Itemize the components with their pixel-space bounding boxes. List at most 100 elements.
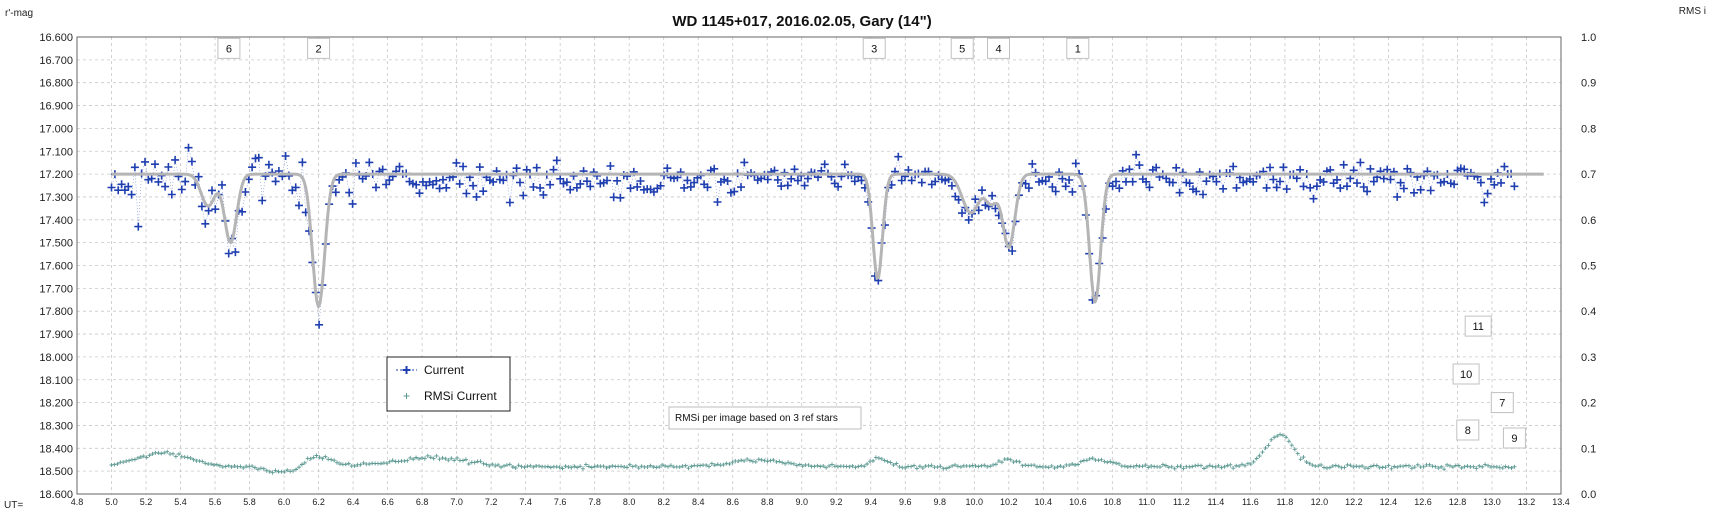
current-point [452,158,461,167]
rmsi-point [1158,465,1162,469]
rmsi-point [1207,463,1212,468]
rmsi-point [138,455,143,459]
current-point [298,158,307,167]
current-point [1440,177,1449,186]
rmsi-point [1061,465,1066,470]
rmsi-point [882,458,887,463]
current-point [1115,184,1124,193]
current-point [499,176,508,185]
rmsi-point [739,458,744,463]
current-point [1399,184,1408,193]
rmsi-point [830,462,834,467]
rmsi-point [291,468,296,473]
current-point [351,159,360,167]
x-tick-label: 6.6 [381,497,394,507]
rmsi-point [156,450,161,455]
current-point [1061,182,1070,191]
y-tick-label-right: 0.2 [1581,398,1596,410]
rmsi-point [270,470,275,475]
current-point [1135,161,1144,170]
current-point [459,162,468,171]
rmsi-point [299,462,304,467]
rmsi-point [203,461,208,466]
rmsi-point [657,465,662,469]
rmsi-point [1275,434,1280,439]
rmsi-point [709,461,714,466]
rmsi-point [443,456,448,461]
current-point [787,174,796,183]
rmsi-point [346,461,351,466]
rmsi-point [627,462,632,467]
x-tick-label: 6.4 [347,497,360,507]
rmsi-point [1140,464,1145,469]
rmsi-point [1172,466,1177,471]
rmsi-point [1304,460,1309,464]
rmsi-point [1231,466,1236,471]
current-point [1326,165,1335,174]
rmsi-point [1049,463,1054,468]
rmsi-point [264,468,269,473]
current-point [1041,177,1050,186]
current-point [271,177,280,186]
rmsi-point [466,462,471,466]
current-point [114,186,123,195]
rmsi-point [1284,435,1288,440]
current-point [894,152,903,161]
rmsi-point [862,464,867,469]
rmsi-point [563,464,568,469]
rmsi-point [1108,459,1113,464]
current-point [1272,183,1281,192]
current-point [1292,174,1301,183]
rmsi-point [648,463,653,468]
rmsi-point [408,455,413,460]
rmsi-point [566,465,571,469]
x-tick-label: 7.6 [554,497,567,507]
rmsi-point [660,463,665,467]
current-point [539,190,548,199]
current-point [562,178,571,187]
current-point [124,182,133,191]
current-point [1192,187,1201,196]
rmsi-point [1043,464,1048,469]
rmsi-point [891,463,896,467]
rmsi-point [991,462,996,467]
rmsi-point [1161,462,1165,467]
current-point [606,162,615,170]
rmsi-point [1181,466,1186,471]
rmsi-point [625,465,629,470]
rmsi-point [1046,465,1051,470]
current-point [395,162,404,171]
current-point [134,222,143,231]
current-point [1369,177,1378,186]
rmsi-point [294,467,298,472]
rmsi-point [147,453,152,458]
current-point [730,187,739,196]
y-tick-label-left: 17.100 [39,146,73,158]
rmsi-point [1351,464,1356,469]
y-tick-label-left: 16.800 [39,78,73,90]
rmsi-point [188,456,193,460]
rmsi-point [420,456,424,460]
current-point [1175,188,1184,197]
rmsi-point [1509,466,1514,470]
rmsi-point [1163,463,1168,468]
rmsi-point [493,463,498,468]
current-point [1262,183,1271,192]
rmsi-point [765,459,770,464]
rmsi-point [1017,459,1022,464]
y-tick-label-left: 18.300 [39,420,73,432]
rmsi-point [452,458,457,463]
rmsi-point [1442,467,1447,472]
current-point [1480,198,1489,207]
x-tick-label: 10.4 [1035,497,1053,507]
rmsi-point [490,462,495,467]
current-point [1450,180,1459,189]
rmsi-point [499,465,503,470]
rmsi-point [651,465,656,469]
rmsi-point [226,463,231,468]
rmsi-point [1333,463,1338,468]
rmsi-point [229,464,234,469]
rmsi-point [288,469,293,474]
rmsi-point [1105,460,1110,465]
